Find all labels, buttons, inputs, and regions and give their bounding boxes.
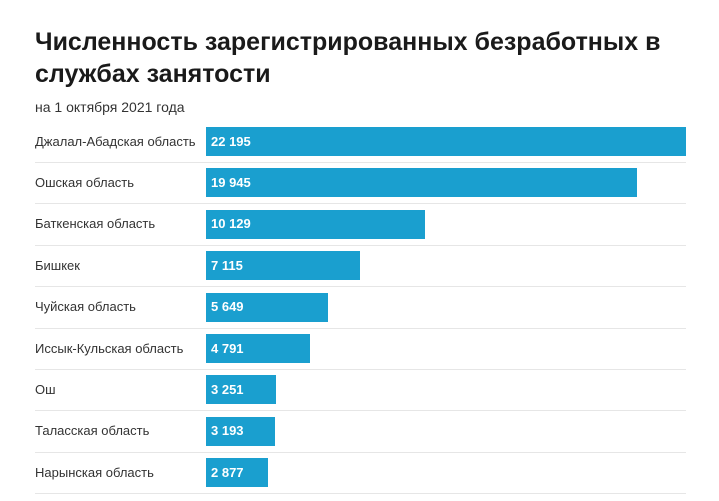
category-label: Иссык-Кульская область (35, 340, 184, 356)
bar (206, 209, 426, 239)
row-divider (35, 410, 686, 412)
row-divider (35, 162, 686, 163)
row-divider (35, 451, 686, 453)
bar-value-label: 3 251 (211, 381, 244, 397)
bar (206, 416, 276, 446)
category-label: Таласская область (35, 423, 150, 439)
bar-value-label: 2 877 (211, 464, 244, 480)
row-divider (35, 493, 686, 495)
category-label: Джалал-Абадская область (35, 133, 196, 149)
bar-value-label: 3 193 (211, 423, 244, 439)
bar-value-label: 22 195 (211, 133, 251, 149)
row-divider (35, 369, 686, 370)
bar (206, 127, 686, 156)
bar-value-label: 5 649 (211, 299, 244, 315)
row-divider (35, 327, 686, 329)
bar-value-label: 4 791 (211, 340, 244, 356)
bar-value-label: 7 115 (211, 257, 243, 273)
row-divider (35, 244, 686, 246)
category-label: Ошская область (35, 174, 135, 190)
row-divider (35, 286, 686, 288)
bar (206, 168, 638, 198)
row-divider (35, 203, 686, 205)
category-label: Бишкек (35, 257, 80, 273)
category-label: Чуйская область (35, 299, 136, 315)
category-label: Нарынская область (35, 464, 154, 480)
chart-subtitle: на 1 октября 2021 года (35, 99, 185, 115)
bar-value-label: 10 129 (211, 216, 251, 232)
category-label: Баткенская область (35, 216, 156, 232)
bar-value-label: 19 945 (211, 174, 251, 190)
bar (206, 334, 310, 363)
bar (206, 458, 269, 488)
bar (206, 375, 277, 405)
bar (206, 251, 360, 281)
bar (206, 292, 329, 322)
chart-title: Численность зарегистрированных безработн… (35, 28, 661, 88)
category-label: Ош (35, 381, 56, 397)
